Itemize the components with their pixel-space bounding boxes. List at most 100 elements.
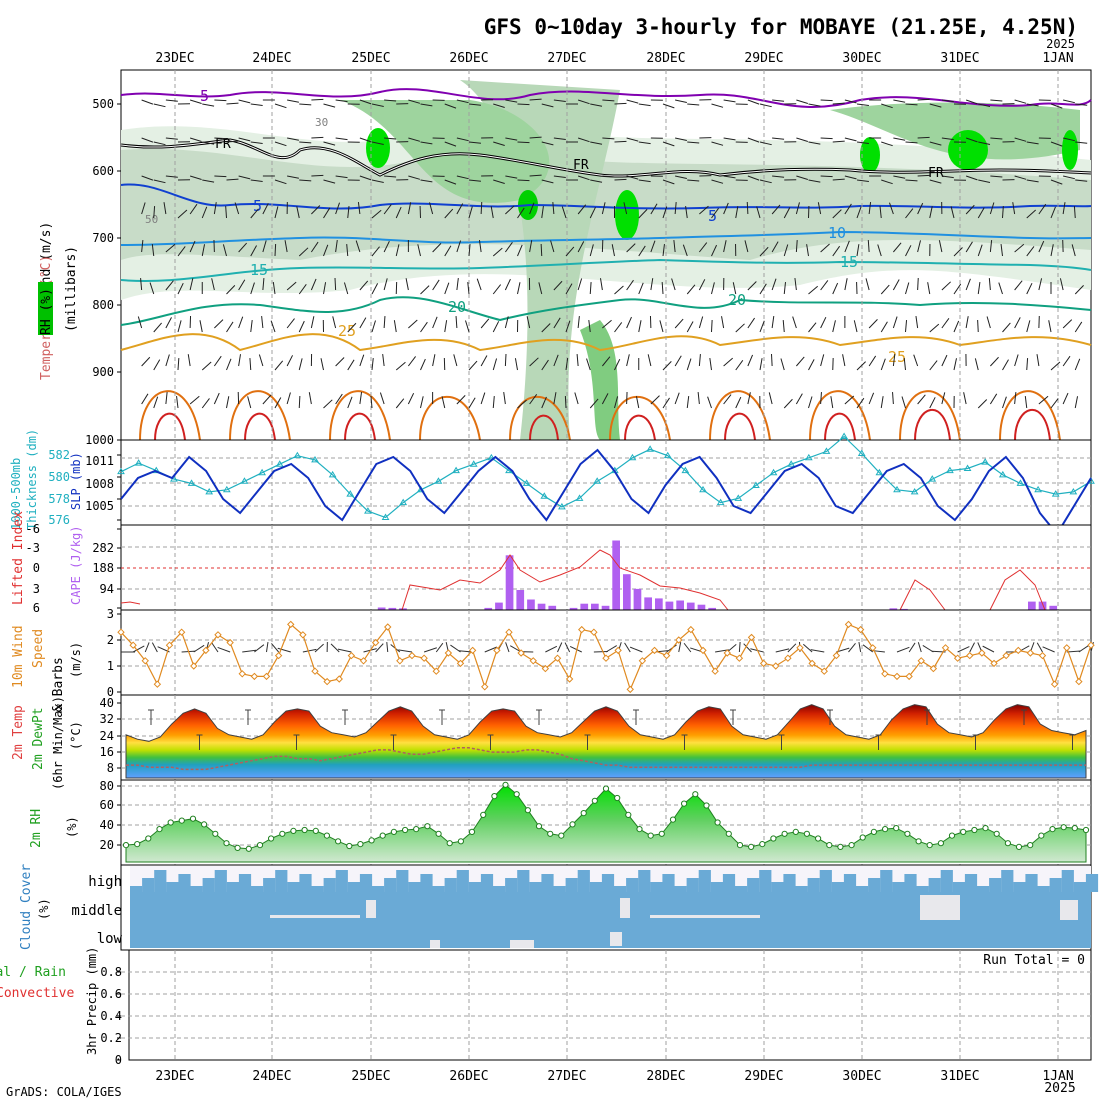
wind-barb [747,354,754,367]
wind10-marker [408,651,416,660]
rh-marker [882,826,889,833]
temp-contour-10 [120,230,1092,246]
cloud-high-bar [783,874,796,892]
wind10-barb [193,644,205,653]
rh-marker [357,841,364,848]
wind-barb [626,137,639,142]
wind-barb [432,243,442,253]
thickness-marker [946,466,954,474]
wind-barb [929,141,942,146]
wind-barb [965,316,969,329]
wind-barb [214,137,227,140]
label-freezing-2: FR [573,158,589,173]
rh-marker [301,826,308,834]
wind-barb [989,393,998,405]
rh-marker [457,838,464,845]
thickness-marker [258,468,266,476]
rh-column [460,80,620,440]
dates-bottom: 23DEC 24DEC 25DEC 26DEC 27DEC 28DEC 29DEC 30DEC… [155,1069,1073,1084]
wind-barb [735,396,742,409]
thickness-marker [1034,485,1042,493]
cape-bar [708,607,716,610]
thickness-marker [998,470,1007,478]
wind-barb [635,396,640,409]
rh-marker [424,823,431,830]
wind10-marker [384,623,392,631]
wind-barb [929,179,942,184]
wind-barb [929,103,942,108]
rh-marker [859,834,866,841]
tick-label: 20 [100,838,114,852]
wind-barb [359,99,372,105]
wind10-barb [1078,644,1090,653]
wind-barb [723,240,727,253]
thickness-marker [787,460,796,467]
date-bottom-1JAN: 1JAN [1042,1069,1073,1084]
wind-barb [371,320,376,333]
wind-barb [990,175,1003,178]
wind-barb [151,244,155,257]
wind-barb [553,280,563,291]
wind-barb [1062,319,1073,329]
wind10-barb [917,642,922,653]
wind-barb [856,103,869,106]
cloud-high-bar [493,886,506,892]
wind10-marker [262,672,271,681]
wind-barb [1050,206,1056,219]
wind-barb [929,323,940,333]
rh-marker [625,811,632,819]
wind-barb [602,175,615,178]
rh-core-4 [948,130,988,170]
rh-marker [703,802,710,809]
precip-grid [121,950,1091,1060]
cape-ticks: -6 -3 0 3 6 282 188 94 [26,522,121,615]
label-15b: 15 [840,253,858,271]
cape-bar [591,603,599,610]
rh-marker [480,811,487,819]
wind-barb [1002,205,1004,219]
wind10-marker [590,628,598,636]
wind-barb [517,207,525,219]
wind-barb [420,103,433,107]
wind-barb [853,320,858,333]
rh-marker [323,832,330,839]
wind-barb [153,141,166,146]
cloud-high-bar [626,878,639,892]
rh-marker [960,828,967,836]
temp2m-area [125,704,1087,779]
cloud-high-bar [614,886,627,892]
wind-barb [299,141,312,144]
rh-core-1 [366,128,390,168]
wind-barb [626,175,639,180]
wind-barb [880,321,888,333]
wind-barb [323,207,331,219]
cloud-high-bar [384,878,397,892]
wind-barb [296,206,300,219]
rh2m-unit: (%) [65,816,79,838]
wind10-barb [1066,650,1081,653]
wind-barb [553,317,561,329]
thickness-marker [822,447,831,454]
wind-barb [177,209,188,219]
cloud-high [130,870,1099,892]
wind-barb [480,392,486,405]
temp-contour-30 [139,390,1061,441]
cloud-high-bar [444,878,457,892]
wind-barb [476,278,482,291]
wind-barb [359,354,365,367]
wind-barb [189,240,196,253]
wind10-marker [1026,649,1035,657]
wind-barb [917,98,930,101]
cloud-high-bar [142,878,155,892]
wind-barb [1014,99,1027,104]
wind-barb [953,247,963,257]
wind-barb [1026,209,1037,219]
wind-barb [286,318,295,329]
wind10-barb [302,648,317,653]
wind-barb [480,318,490,329]
wind-barb [1075,179,1088,182]
wind-barb [420,396,424,409]
tick-label: 32 [100,712,114,726]
tick-label: 80 [100,779,114,793]
upper-ylabel-wind: Wind (m/s) [39,222,54,300]
